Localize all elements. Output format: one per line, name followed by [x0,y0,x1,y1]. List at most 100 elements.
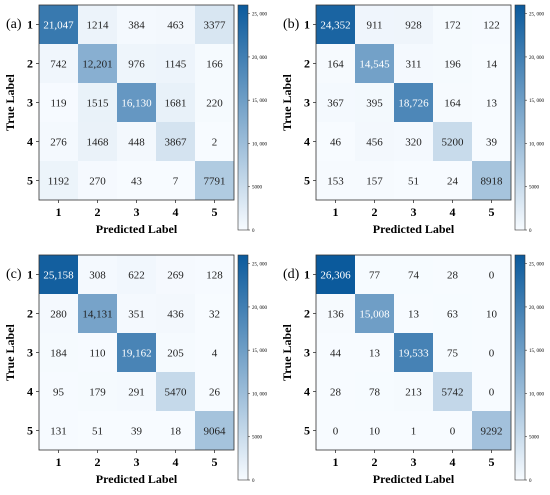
heatmap-cell [394,5,433,44]
cell-value-label: 26 [209,387,221,399]
heatmap-cell [433,161,472,200]
cell-value-label: 4 [212,348,218,360]
heatmap-cell [156,5,195,44]
cell-value-label: 3867 [165,137,188,149]
cell-value-label: 0 [489,348,495,360]
cell-value-label: 0 [450,426,456,438]
cell-value-label: 976 [128,59,145,71]
colorbar-tick-label: 20, 000 [529,306,545,311]
heatmap-cell [433,411,472,450]
x-tick-label: 3 [411,455,417,469]
y-tick-label: 5 [304,424,310,438]
heatmap-cell [316,161,355,200]
cell-value-label: 742 [50,59,67,71]
y-tick-label: 5 [27,424,33,438]
cell-value-label: 46 [330,137,342,149]
cell-value-label: 51 [92,426,103,438]
heatmap-cell [39,83,78,122]
heatmap-cell [355,161,394,200]
cell-value-label: 5200 [442,137,465,149]
heatmap-cell [78,83,117,122]
heatmap-cell [355,294,394,333]
cell-value-label: 110 [89,348,106,360]
cell-value-label: 21,047 [43,20,74,32]
cell-value-label: 1515 [87,98,110,110]
panel-label: (a) [6,17,22,32]
cell-value-label: 1214 [87,20,110,32]
cell-value-label: 51 [408,176,419,188]
heatmap-cell [195,44,234,83]
heatmap-cell [472,122,511,161]
heatmap-cell [195,122,234,161]
heatmap-cell [472,333,511,372]
cell-value-label: 28 [447,270,459,282]
cell-value-label: 164 [327,59,344,71]
y-tick-label: 3 [27,96,33,110]
x-tick-label: 5 [212,455,218,469]
heatmap-cell [195,411,234,450]
heatmap-cell [156,83,195,122]
heatmap-cell [433,5,472,44]
cell-value-label: 196 [444,59,461,71]
cell-value-label: 2 [212,137,218,149]
heatmap-cell [156,44,195,83]
colorbar-tick-label: 25, 000 [252,13,268,18]
heatmap-cell [39,161,78,200]
heatmap-cell [472,5,511,44]
heatmap-cell [195,372,234,411]
heatmap-cell [195,255,234,294]
heatmap-cell [316,44,355,83]
heatmap-cell [394,44,433,83]
colorbar-tick-label: 15, 000 [252,99,268,104]
colorbar-tick-label: 5000 [252,436,263,441]
heatmap-cell [78,333,117,372]
cell-value-label: 172 [444,20,461,32]
cell-value-label: 13 [369,348,381,360]
colorbar-tick-label: 0 [529,229,532,234]
cell-value-label: 311 [405,59,421,71]
y-tick-label: 4 [27,385,33,399]
heatmap-cell [355,255,394,294]
cell-value-label: 14,131 [82,309,112,321]
heatmap-cell [156,122,195,161]
heatmap-cell [39,372,78,411]
x-tick-label: 1 [333,205,339,219]
colorbar-tick-label: 0 [252,229,255,234]
cell-value-label: 622 [128,270,145,282]
x-axis-title: Predicted Label [96,472,178,486]
heatmap-cell [39,255,78,294]
x-tick-label: 3 [134,455,140,469]
x-tick-label: 5 [489,205,495,219]
y-tick-label: 2 [27,307,33,321]
colorbar [237,4,249,231]
x-tick-label: 2 [372,205,378,219]
cell-value-label: 205 [167,348,184,360]
heatmap-cell [316,333,355,372]
heatmap-cell [195,5,234,44]
cell-value-label: 32 [209,309,220,321]
cell-value-label: 280 [50,309,67,321]
cell-value-label: 128 [206,270,223,282]
heatmap-cell [433,372,472,411]
x-tick-label: 3 [134,205,140,219]
colorbar-tick-label: 25, 000 [529,263,545,268]
y-axis-title: True Label [3,323,17,380]
heatmap-cell [156,294,195,333]
colorbar-tick-label: 20, 000 [252,306,268,311]
cell-value-label: 12,201 [82,59,112,71]
heatmap-cell [394,83,433,122]
heatmap-cell [433,333,472,372]
y-axis-title: True Label [3,73,17,130]
x-tick-label: 5 [489,455,495,469]
heatmap-cell [117,333,156,372]
heatmap-cell [394,372,433,411]
cell-value-label: 463 [167,20,184,32]
cell-value-label: 5470 [165,387,188,399]
heatmap-cell [156,333,195,372]
heatmap-cell [316,411,355,450]
colorbar-tick-label: 10, 000 [529,392,545,397]
cell-value-label: 44 [330,348,342,360]
colorbar-tick-label: 15, 000 [529,349,545,354]
heatmap-cell [355,333,394,372]
